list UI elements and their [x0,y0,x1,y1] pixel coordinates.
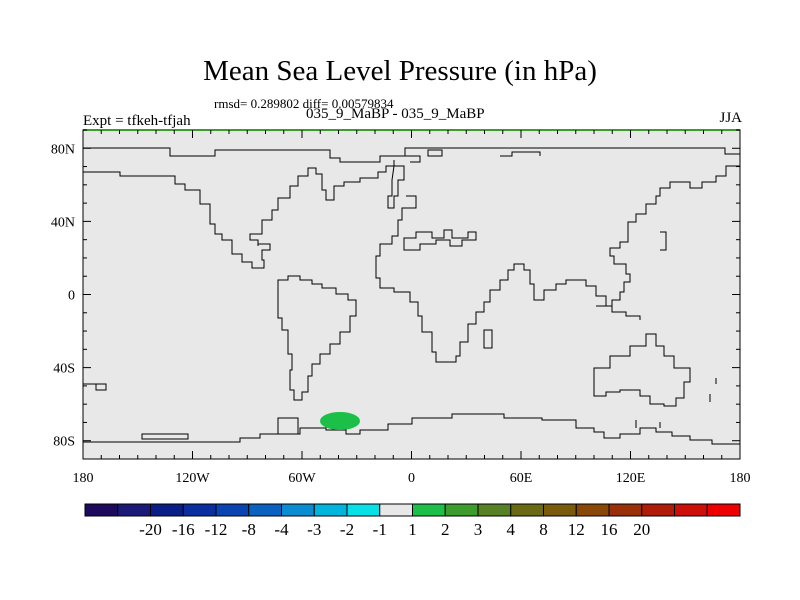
anomaly-region [320,412,360,430]
coast-antarctica [83,413,740,445]
coast-greenland [387,165,405,209]
colorbar-swatch [182,503,217,517]
colorbar-swatch [379,503,413,517]
y-tick-label: 40S [53,362,75,377]
coastlines [82,147,740,445]
colorbar-label: -16 [172,520,195,539]
colorbar-label: -1 [373,520,387,539]
coast-antarctic-island [277,417,299,435]
coast-madagascar [483,329,493,349]
colorbar-label: 3 [474,520,483,539]
colorbar-swatch [477,503,512,517]
x-tick-label: 180 [730,471,751,486]
coast-australia [593,333,691,407]
colorbar: -20 -16 -12 -8 -4 -3 -2 -1 1 2 3 4 8 12 16 20 [84,503,741,539]
coast-arctic [83,147,740,163]
colorbar-swatch [543,503,577,517]
season-label: JJA [719,110,742,126]
y-tick-label: 0 [68,289,75,304]
colorbar-swatch [444,503,479,517]
colorbar-swatch [575,503,610,517]
coast-antarctic-peninsula [141,433,189,440]
axis-tick-labels: 180 120W 60W 0 60E 120E 180 80N 40N 0 40S 80S [51,142,751,486]
experiment-label: Expt = tfkeh-tfjah [83,113,191,129]
colorbar-label: -2 [340,520,354,539]
x-tick-label: 0 [408,471,415,486]
coast-antarctic-small [635,420,661,428]
y-tick-label: 80S [53,435,75,450]
colorbar-label: -12 [205,520,228,539]
coast-south-america [277,275,357,401]
colorbar-label: 20 [633,520,650,539]
y-tick-label: 80N [51,142,75,157]
colorbar-swatch [117,503,151,517]
x-tick-label: 60E [510,471,533,486]
colorbar-label: -3 [307,520,321,539]
colorbar-swatch [346,503,381,517]
colorbar-label: 4 [507,520,516,539]
colorbar-label: -8 [242,520,256,539]
coast-mediterranean [403,229,477,251]
statistics-label: rmsd= 0.289802 diff= 0.00579834 [214,96,394,111]
colorbar-swatch [248,503,282,517]
coast-arctic-islands [500,151,541,157]
colorbar-label: -4 [274,520,289,539]
x-tick-label: 120W [175,471,210,486]
colorbar-label: 8 [539,520,548,539]
y-tick-label: 40N [51,215,75,230]
x-tick-label: 120E [616,471,646,486]
colorbar-swatch [608,503,643,517]
coast-japan [660,231,667,251]
colorbar-swatch [313,503,348,517]
colorbar-swatch [706,503,741,517]
coast-eurasia-africa [375,165,740,363]
colorbar-swatch [412,503,446,517]
colorbar-label: 12 [568,520,585,539]
x-tick-label: 60W [288,471,316,486]
axis-ticks [82,129,741,460]
colorbar-swatch [281,503,315,517]
coast-hudson-bay [257,240,271,250]
colorbar-label: -20 [139,520,162,539]
coast-indonesia [596,305,641,320]
coast-greenland-north [405,155,421,163]
colorbar-label: 1 [408,520,417,539]
coast-north-america [83,160,395,269]
colorbar-swatch [510,503,544,517]
colorbar-swatch [674,503,708,517]
colorbar-swatch [215,503,250,517]
coast-svalbard [427,149,443,157]
colorbar-swatch [641,503,675,517]
map-ocean [83,130,740,459]
map-title: Mean Sea Level Pressure (in hPa) [203,55,597,87]
colorbar-label: 2 [441,520,450,539]
x-tick-label: 180 [73,471,94,486]
coast-new-zealand [709,378,717,402]
runs-label: 035_9_MaBP - 035_9_MaBP [306,106,485,122]
colorbar-swatch [150,503,184,517]
colorbar-swatch [84,503,119,517]
colorbar-label: 16 [601,520,618,539]
